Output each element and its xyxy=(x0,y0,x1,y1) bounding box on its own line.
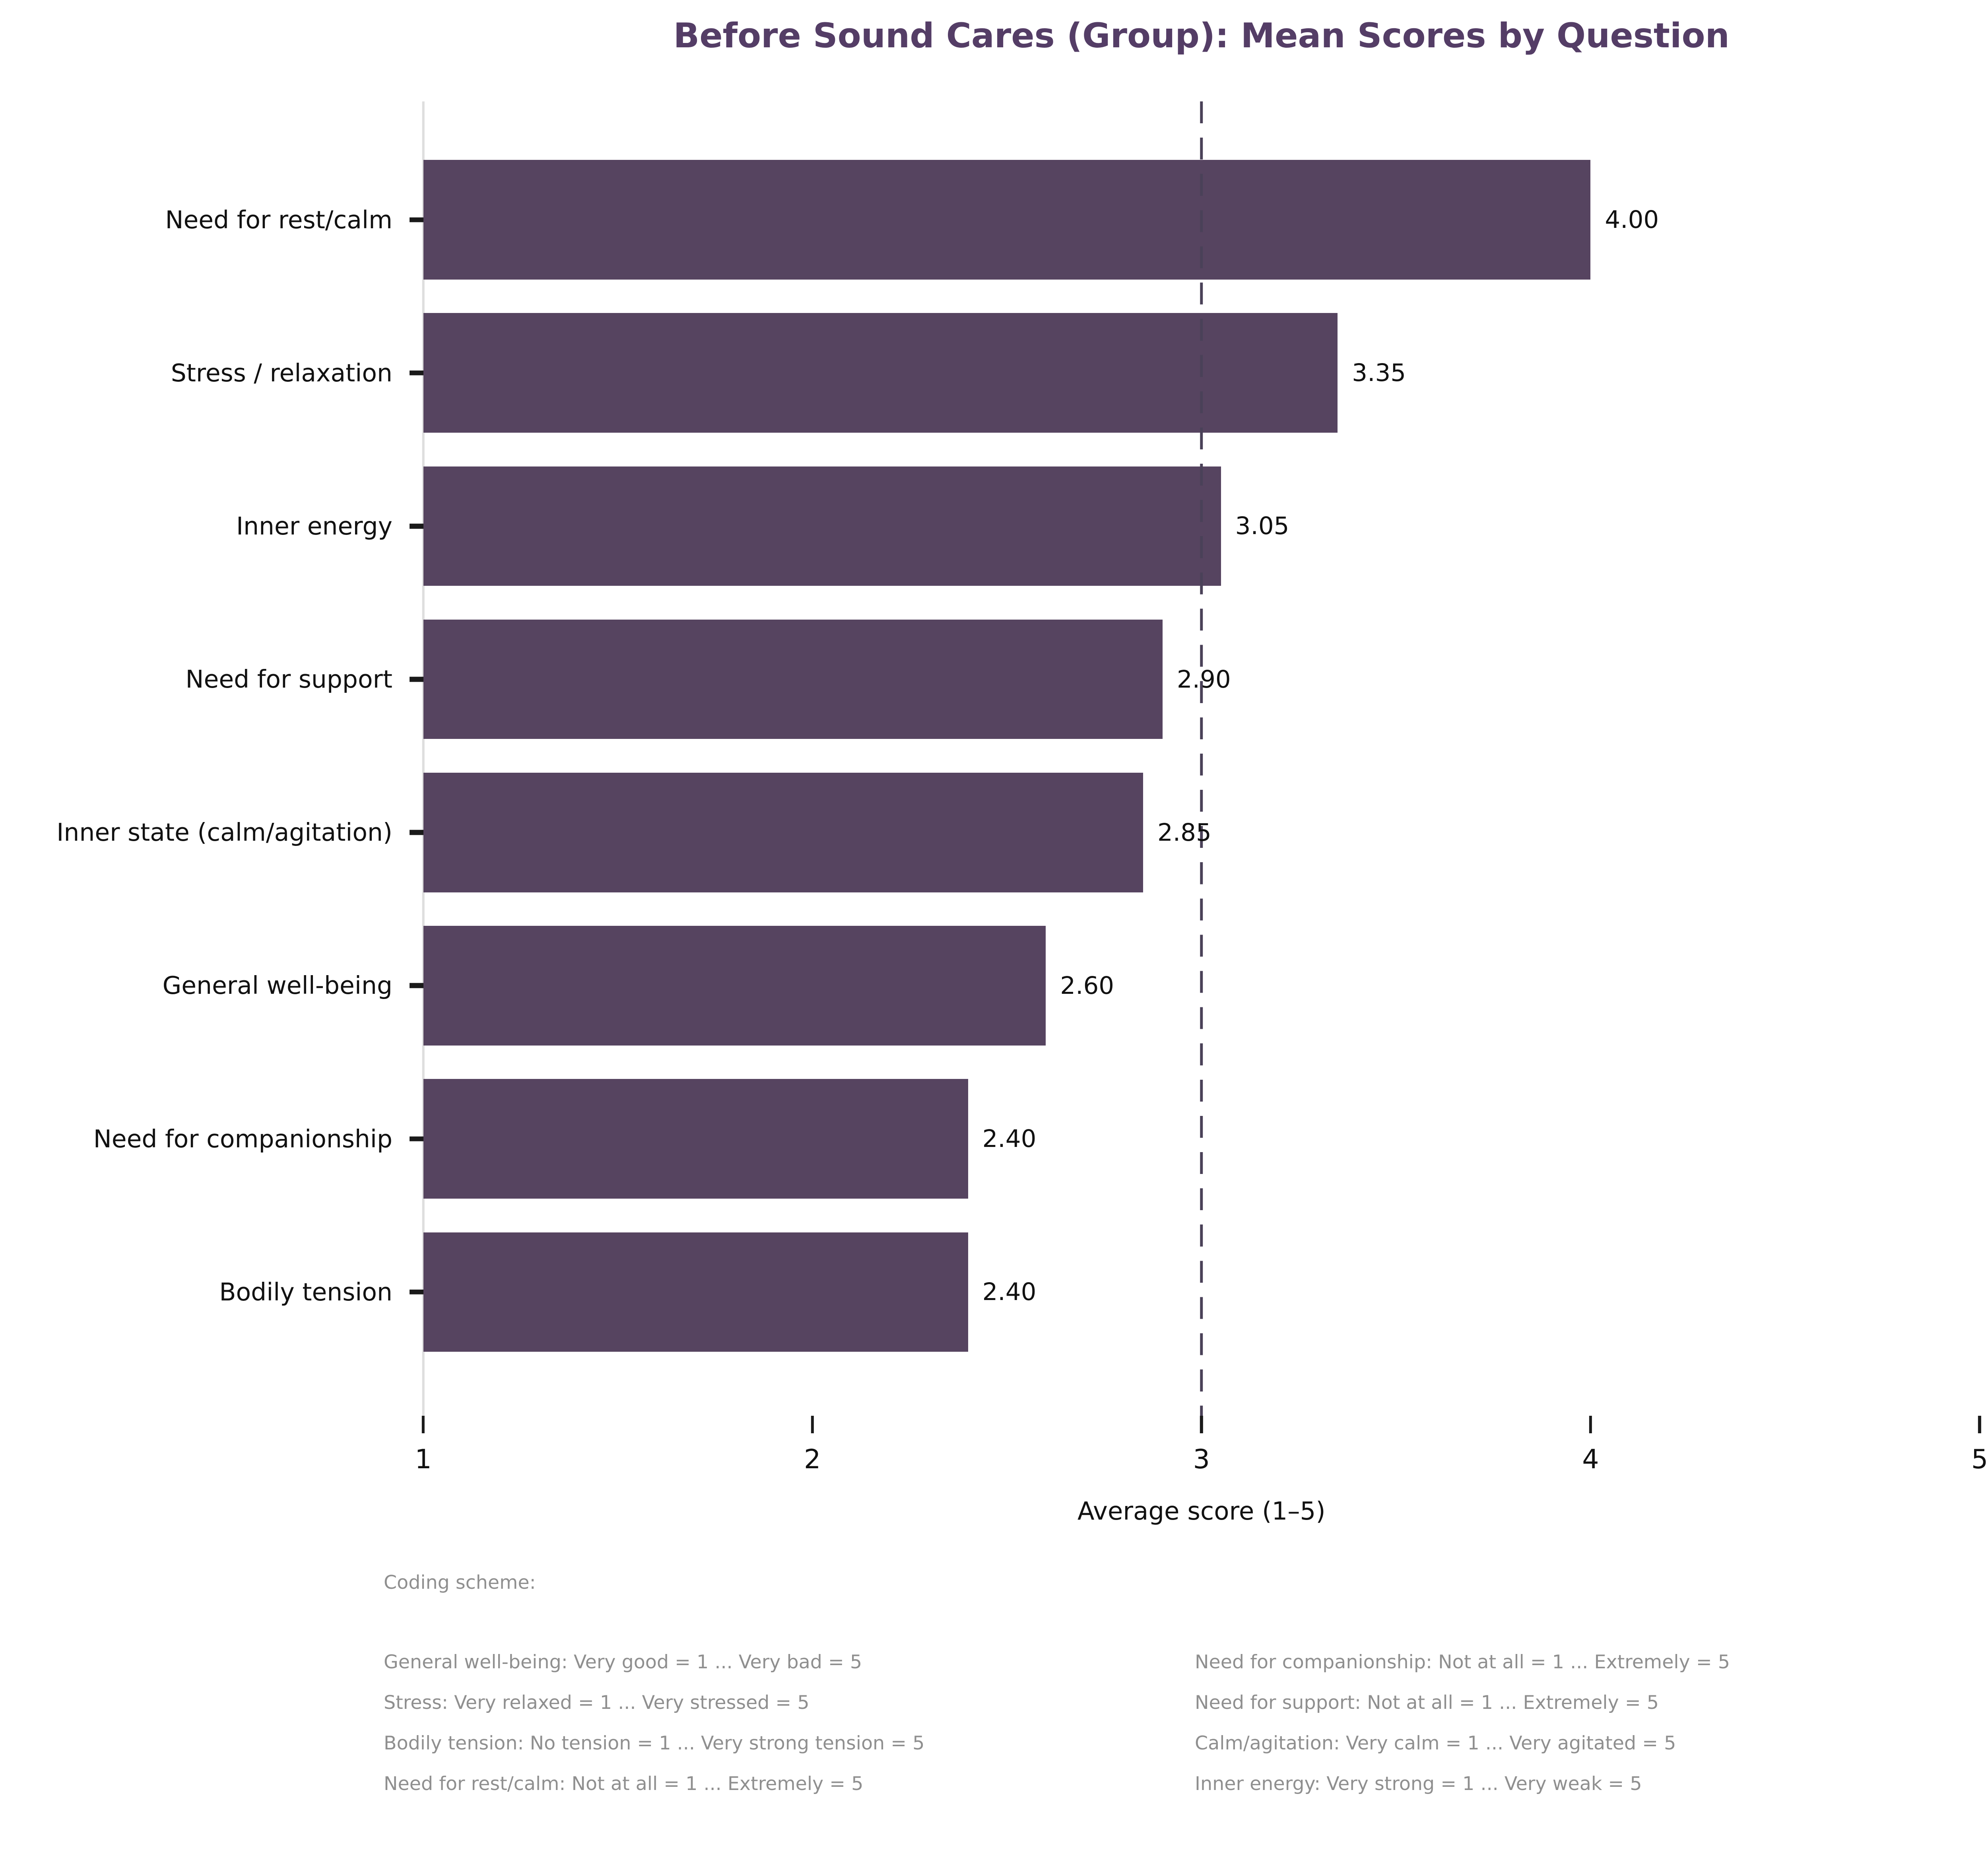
x-tick-mark xyxy=(421,1416,425,1434)
y-axis-category-label: Stress / relaxation xyxy=(171,358,392,387)
bar-value-label: 2.85 xyxy=(1157,818,1211,847)
x-tick-mark xyxy=(1589,1416,1592,1434)
bar xyxy=(423,926,1046,1046)
bar-value-label: 2.90 xyxy=(1176,665,1231,694)
x-axis-label: Average score (1–5) xyxy=(1077,1497,1326,1526)
y-tick-mark xyxy=(409,1289,423,1295)
bar xyxy=(423,160,1591,280)
bar xyxy=(423,313,1338,433)
bar-row: Inner energy 3.05 xyxy=(236,466,1980,586)
y-tick-mark xyxy=(409,1136,423,1141)
bar-row: General well-being 2.60 xyxy=(163,926,1980,1046)
coding-scheme-line: Stress: Very relaxed = 1 ... Very stress… xyxy=(384,1691,810,1714)
bar-value-label: 3.35 xyxy=(1352,359,1406,387)
y-axis-category-label: Bodily tension xyxy=(219,1277,392,1306)
plot-area: Need for rest/calm 4.00 Stress / relaxat… xyxy=(56,101,1980,1417)
x-tick: 4 xyxy=(1582,1416,1599,1475)
x-tick-label: 2 xyxy=(804,1444,821,1475)
coding-scheme-line: Need for support: Not at all = 1 ... Ext… xyxy=(1195,1691,1659,1714)
bar-row: Inner state (calm/agitation) 2.85 xyxy=(56,772,1980,892)
coding-scheme-line: Bodily tension: No tension = 1 ... Very … xyxy=(384,1732,925,1754)
bar-row: Bodily tension 2.40 xyxy=(219,1232,1980,1352)
coding-scheme-line: Need for companionship: Not at all = 1 .… xyxy=(1195,1651,1730,1673)
y-axis-category-label: Inner energy xyxy=(236,511,392,540)
y-tick-mark xyxy=(409,830,423,835)
coding-scheme-line: General well-being: Very good = 1 ... Ve… xyxy=(384,1651,862,1673)
coding-scheme-heading: Coding scheme: xyxy=(384,1572,536,1594)
bar xyxy=(423,772,1143,892)
y-axis-category-label: Need for rest/calm xyxy=(165,205,392,234)
y-axis-category-label: Inner state (calm/agitation) xyxy=(56,818,392,847)
y-axis-category-label: Need for companionship xyxy=(93,1124,392,1153)
bar-row: Need for companionship 2.40 xyxy=(93,1079,1980,1199)
bar-row: Need for support 2.90 xyxy=(186,619,1980,739)
y-tick-mark xyxy=(409,370,423,376)
reference-line xyxy=(1200,101,1203,1416)
x-tick-mark xyxy=(1200,1416,1203,1434)
coding-scheme-footer: Coding scheme: General well-being: Very … xyxy=(384,1563,1948,1804)
y-tick-mark xyxy=(409,217,423,222)
bar xyxy=(423,619,1163,739)
bar-value-label: 3.05 xyxy=(1235,512,1289,540)
coding-scheme-line: Inner energy: Very strong = 1 ... Very w… xyxy=(1195,1772,1642,1795)
x-tick: 1 xyxy=(415,1416,432,1475)
y-axis-category-label: Need for support xyxy=(185,665,393,694)
bar-row: Need for rest/calm 4.00 xyxy=(165,160,1980,280)
y-axis-category-label: General well-being xyxy=(162,971,392,1000)
chart-title: Before Sound Cares (Group): Mean Scores … xyxy=(673,16,1730,56)
x-tick-label: 3 xyxy=(1193,1444,1210,1475)
bar xyxy=(423,1079,968,1199)
coding-scheme-right-column: Need for companionship: Not at all = 1 .… xyxy=(1195,1642,1730,1804)
y-tick-mark xyxy=(409,523,423,529)
x-tick-label: 4 xyxy=(1582,1444,1599,1475)
bar-value-label: 2.60 xyxy=(1060,971,1114,1000)
bar xyxy=(423,466,1221,586)
x-tick: 5 xyxy=(1971,1416,1988,1475)
bar-value-label: 2.40 xyxy=(982,1278,1037,1306)
x-tick: 2 xyxy=(804,1416,821,1475)
x-tick-mark xyxy=(1978,1416,1981,1434)
x-axis: 1 2 3 4 5 xyxy=(415,1416,1988,1509)
x-tick-label: 5 xyxy=(1971,1444,1988,1475)
coding-scheme-line: Calm/agitation: Very calm = 1 ... Very a… xyxy=(1195,1732,1676,1754)
y-tick-mark xyxy=(409,676,423,682)
bar xyxy=(423,1232,968,1352)
coding-scheme-line: Need for rest/calm: Not at all = 1 ... E… xyxy=(384,1772,864,1795)
coding-scheme-left-column: General well-being: Very good = 1 ... Ve… xyxy=(384,1642,1195,1804)
y-tick-mark xyxy=(409,983,423,988)
bar-row: Stress / relaxation 3.35 xyxy=(171,313,1980,433)
x-tick: 3 xyxy=(1193,1416,1210,1475)
x-tick-mark xyxy=(811,1416,814,1434)
y-axis-spine xyxy=(422,101,425,1417)
bar-value-label: 2.40 xyxy=(982,1125,1037,1153)
x-tick-label: 1 xyxy=(415,1444,432,1475)
bar-value-label: 4.00 xyxy=(1605,206,1659,234)
coding-scheme-columns: General well-being: Very good = 1 ... Ve… xyxy=(384,1642,1948,1804)
